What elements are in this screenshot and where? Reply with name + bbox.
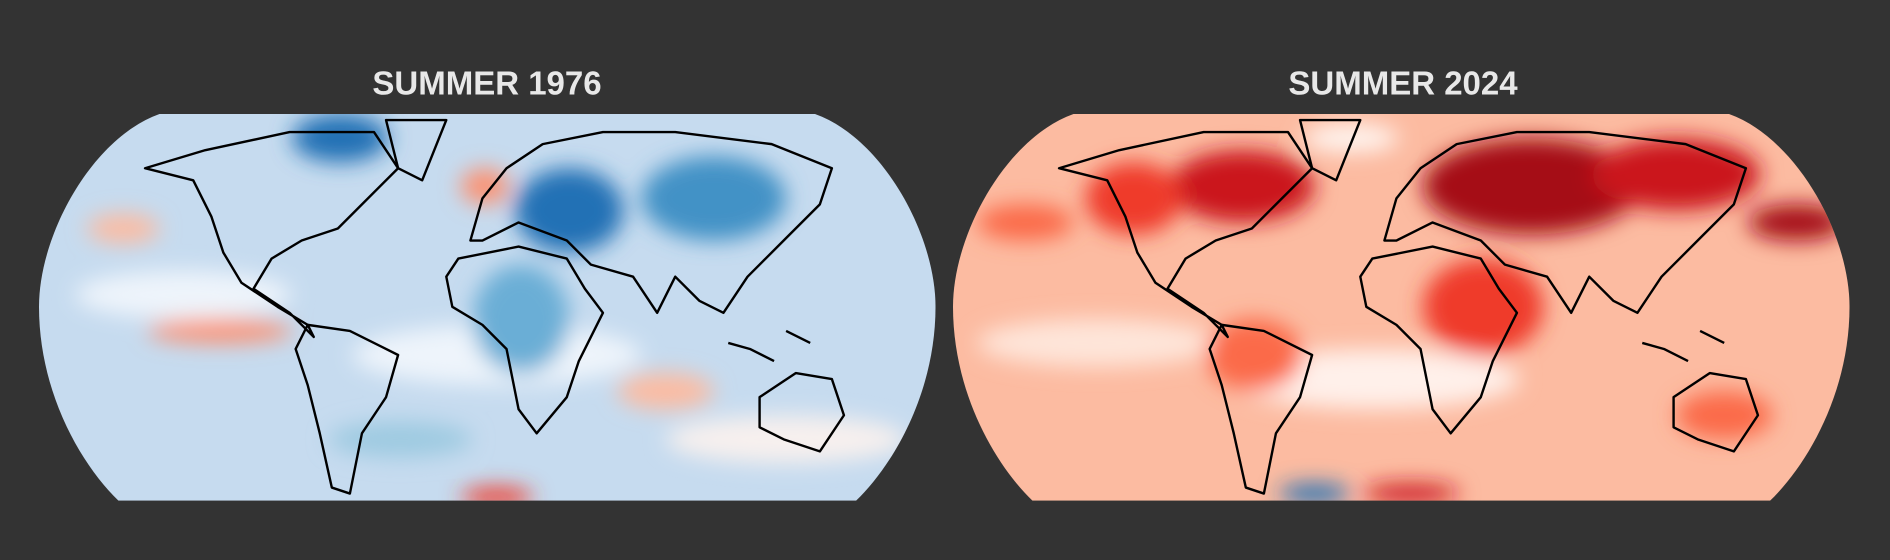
panel-title: SUMMER 2024 (1288, 65, 1518, 102)
panel-title: SUMMER 1976 (372, 65, 601, 102)
map-2024 (953, 114, 1850, 501)
map-1976 (39, 114, 936, 501)
